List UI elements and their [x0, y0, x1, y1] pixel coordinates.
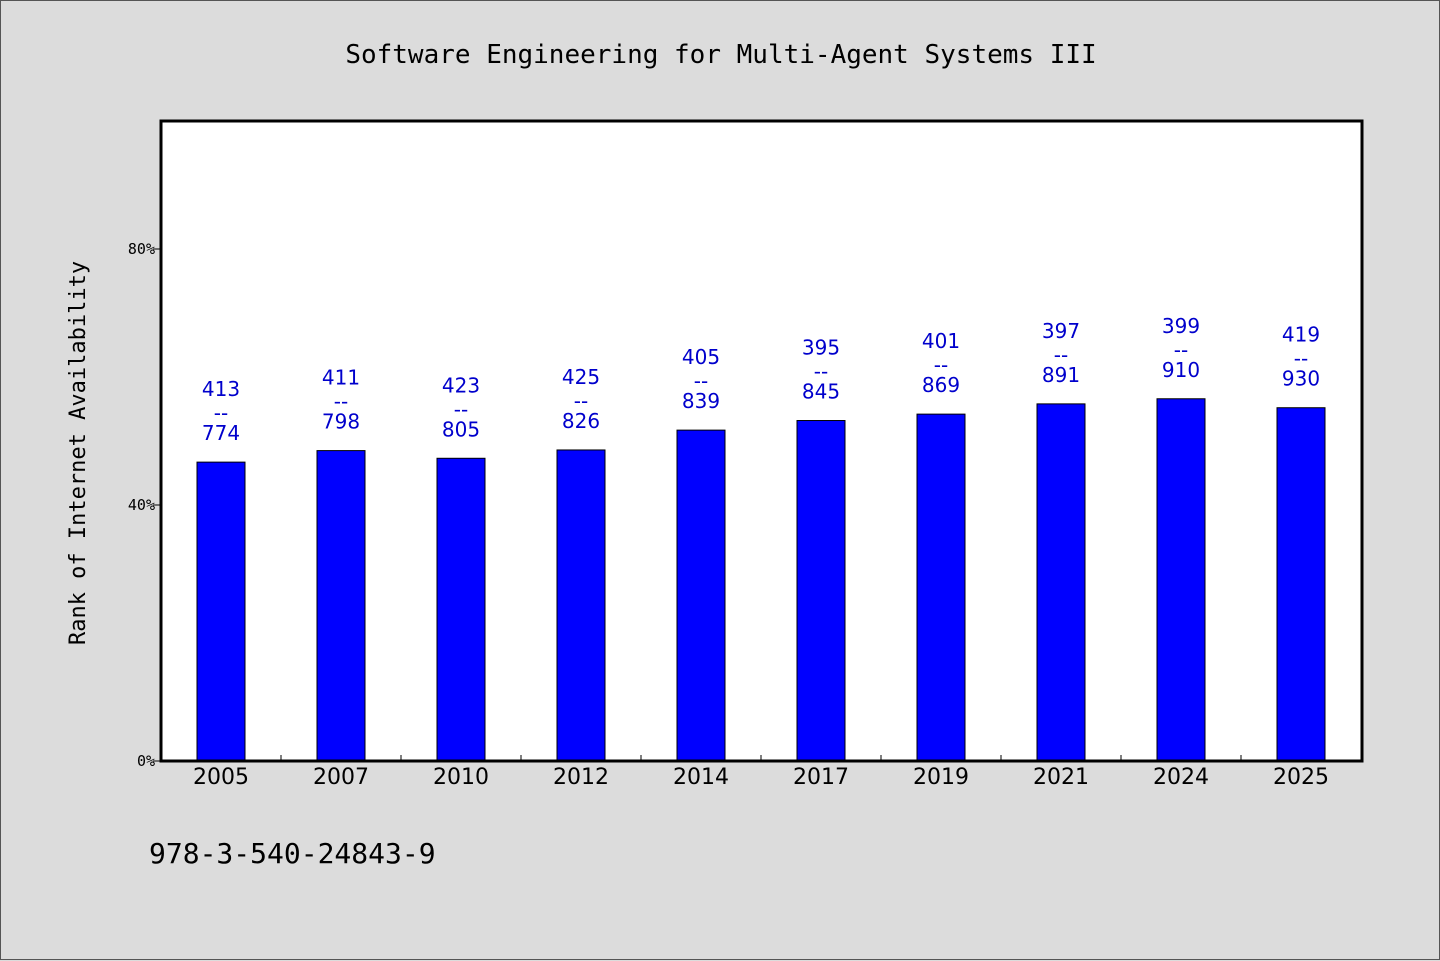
y-tick-label: 40% — [128, 496, 155, 514]
data-label-bottom: 826 — [562, 409, 600, 433]
data-label-separator: -- — [694, 369, 708, 393]
x-tick-label: 2010 — [433, 765, 489, 790]
plot-border — [159, 119, 1364, 763]
bar — [1276, 407, 1326, 762]
y-axis-label: Rank of Internet Availability — [66, 261, 91, 645]
data-label-top: 405 — [682, 345, 720, 369]
x-tick-label: 2021 — [1033, 765, 1089, 790]
bar — [796, 420, 846, 762]
data-label-separator: -- — [574, 389, 588, 413]
data-label-top: 425 — [562, 365, 600, 389]
chart-title: Software Engineering for Multi-Agent Sys… — [345, 40, 1096, 70]
data-label-bottom: 845 — [802, 380, 840, 404]
data-label-top: 397 — [1042, 319, 1080, 343]
data-label-bottom: 891 — [1042, 363, 1080, 387]
bar — [556, 449, 606, 762]
data-label-bottom: 869 — [922, 373, 960, 397]
bars-layer — [196, 398, 1326, 762]
bar — [196, 461, 246, 762]
isbn-text: 978-3-540-24843-9 — [149, 837, 436, 870]
y-axis: 0% 40% 80% — [128, 240, 161, 770]
x-tick-label: 2007 — [313, 765, 369, 790]
bar — [916, 413, 966, 762]
data-label-top: 395 — [802, 336, 840, 360]
data-label-bottom: 774 — [202, 421, 240, 445]
x-tick-label: 2024 — [1153, 765, 1209, 790]
bar — [676, 429, 726, 762]
data-label-top: 399 — [1162, 314, 1200, 338]
data-label-separator: -- — [1174, 338, 1188, 362]
data-label-separator: -- — [454, 397, 468, 421]
data-label-bottom: 805 — [442, 417, 480, 441]
bar — [436, 457, 486, 762]
data-label-separator: -- — [934, 353, 948, 377]
data-label-separator: -- — [814, 360, 828, 384]
data-label-separator: -- — [1294, 347, 1308, 371]
data-label-top: 423 — [442, 373, 480, 397]
x-axis: 2005 2007 2010 2012 2014 2017 2019 2021 2024 2025 — [193, 755, 1329, 790]
data-label-top: 419 — [1282, 323, 1320, 347]
data-label-separator: -- — [334, 390, 348, 414]
data-label-bottom: 910 — [1162, 358, 1200, 382]
data-labels: 774--413798--411805--423826--425839--405… — [202, 314, 1320, 445]
bar — [1156, 398, 1206, 762]
data-label-bottom: 930 — [1282, 367, 1320, 391]
data-label-separator: -- — [214, 401, 228, 425]
data-label-top: 411 — [322, 366, 360, 390]
data-label-bottom: 798 — [322, 410, 360, 434]
data-label-top: 413 — [202, 377, 240, 401]
bar — [1036, 403, 1086, 762]
y-tick-label: 0% — [137, 752, 155, 770]
x-tick-label: 2012 — [553, 765, 609, 790]
data-label-top: 401 — [922, 329, 960, 353]
data-label-bottom: 839 — [682, 389, 720, 413]
x-tick-label: 2019 — [913, 765, 969, 790]
y-tick-label: 80% — [128, 240, 155, 258]
x-tick-label: 2017 — [793, 765, 849, 790]
bar — [316, 450, 366, 762]
x-tick-label: 2005 — [193, 765, 249, 790]
x-tick-label: 2014 — [673, 765, 729, 790]
x-tick-label: 2025 — [1273, 765, 1329, 790]
data-label-separator: -- — [1054, 343, 1068, 367]
